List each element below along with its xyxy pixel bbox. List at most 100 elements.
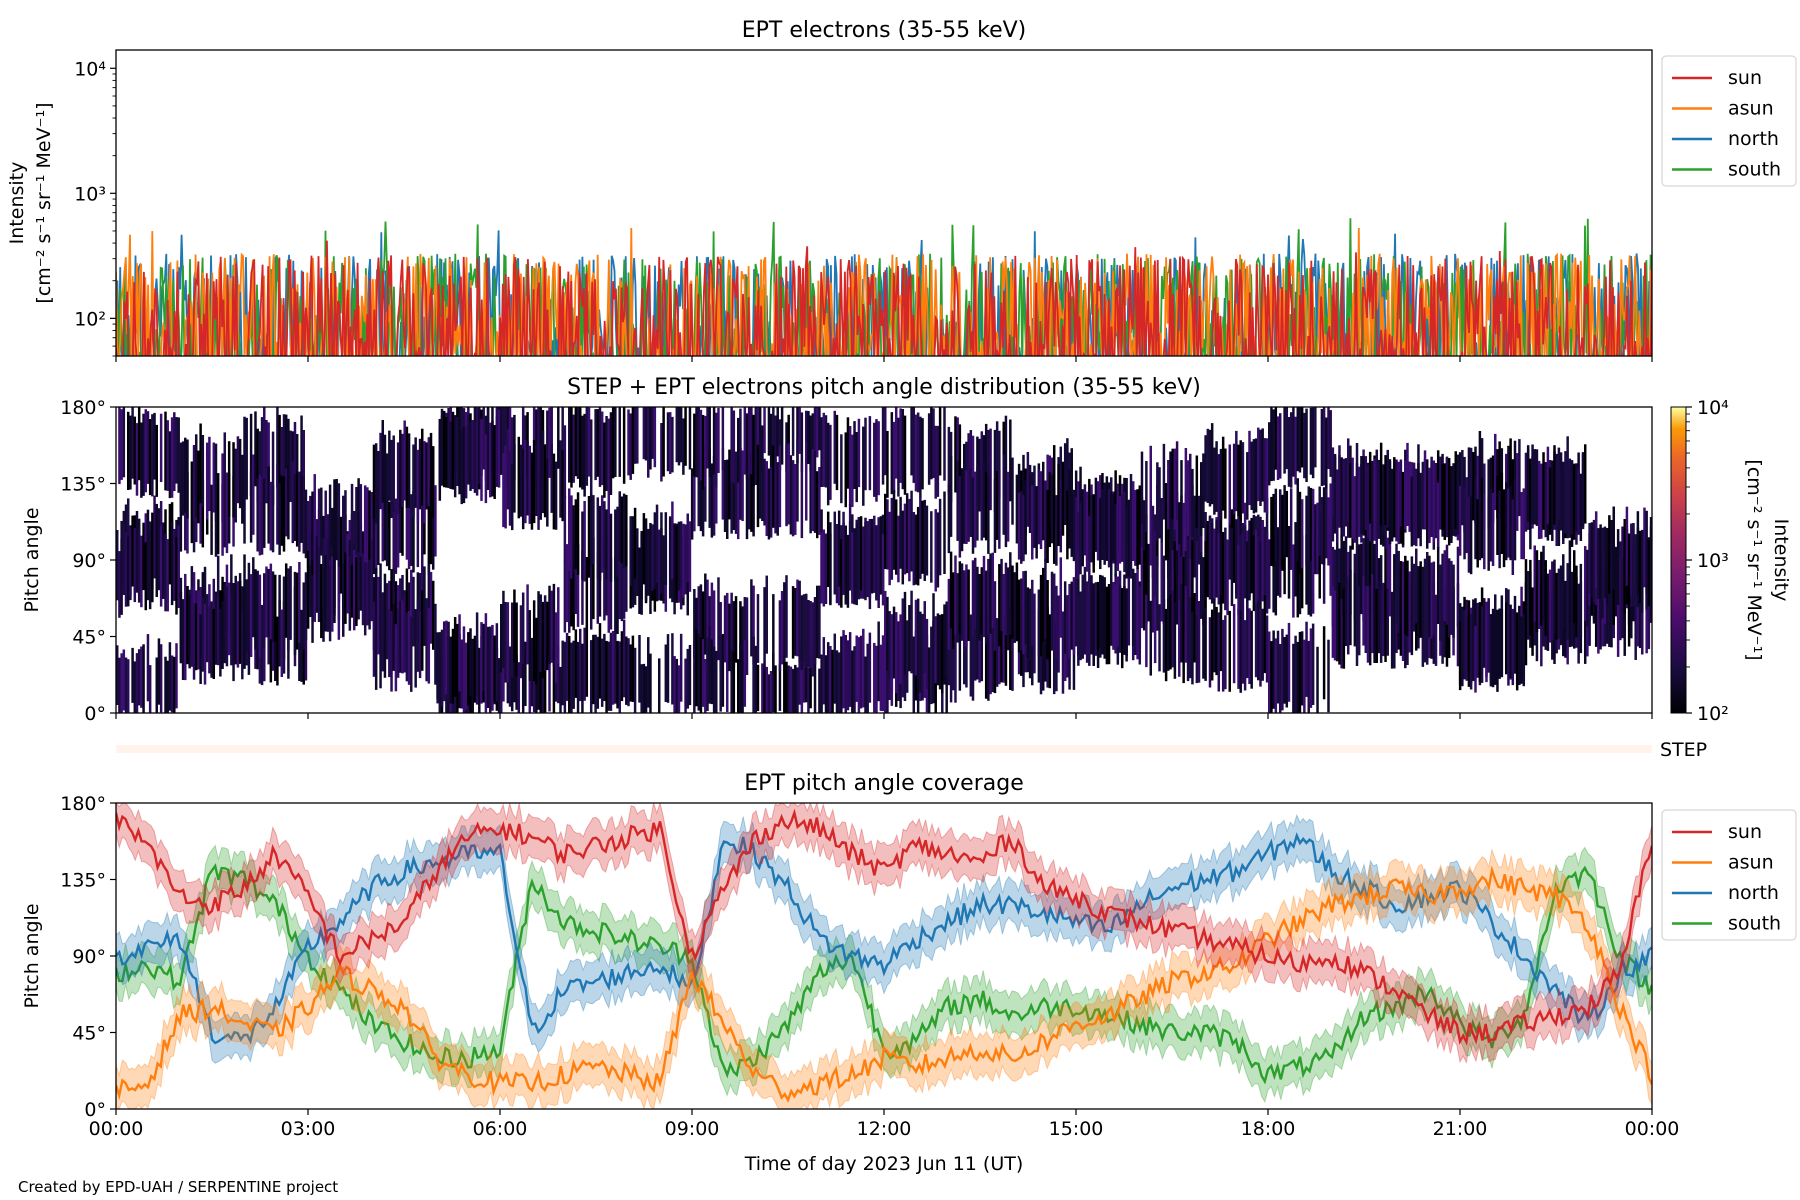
heatmap-cell bbox=[1274, 488, 1278, 561]
heatmap-cell bbox=[574, 544, 578, 614]
heatmap-cell bbox=[1278, 644, 1282, 713]
heatmap-cell bbox=[1110, 566, 1113, 646]
heatmap-cell bbox=[276, 616, 279, 686]
heatmap-cell bbox=[164, 533, 167, 612]
heatmap-cell bbox=[616, 555, 619, 634]
heatmap-cell bbox=[809, 415, 812, 471]
heatmap-cell bbox=[1500, 472, 1504, 554]
heatmap-cell bbox=[1421, 461, 1425, 530]
xtick-label: 09:00 bbox=[665, 1118, 720, 1140]
heatmap-cell bbox=[563, 561, 567, 633]
heatmap-cell bbox=[1515, 612, 1519, 691]
heatmap-cell bbox=[642, 513, 646, 585]
heatmap-cell bbox=[1309, 487, 1313, 561]
heatmap-cell bbox=[1268, 422, 1271, 486]
heatmap-cell bbox=[216, 597, 220, 666]
heatmap-cell bbox=[995, 618, 999, 687]
ytick-label: 135° bbox=[60, 474, 106, 496]
heatmap-cell bbox=[802, 594, 806, 663]
heatmap-cell bbox=[186, 586, 189, 665]
heatmap-cell bbox=[1219, 448, 1223, 520]
heatmap-cell bbox=[736, 659, 740, 713]
heatmap-cell bbox=[1309, 548, 1313, 617]
heatmap-cell bbox=[862, 526, 865, 599]
heatmap-cell bbox=[1340, 457, 1343, 541]
heatmap-cell bbox=[585, 625, 589, 697]
heatmap-cell bbox=[1610, 520, 1613, 590]
heatmap-cell bbox=[1390, 591, 1394, 669]
legend-label-asun: asun bbox=[1728, 852, 1774, 874]
heatmap-cell bbox=[348, 555, 352, 631]
heatmap-cell bbox=[234, 448, 237, 523]
heatmap-cell bbox=[1011, 614, 1014, 691]
heatmap-cell bbox=[952, 572, 955, 650]
ytick-label: 10² bbox=[74, 308, 106, 330]
heatmap-cell bbox=[1184, 492, 1188, 570]
heatmap-cell bbox=[1173, 541, 1177, 619]
heatmap-cell bbox=[592, 634, 595, 705]
heatmap-cell bbox=[1511, 499, 1515, 575]
heatmap-cell bbox=[1074, 497, 1078, 579]
heatmap-cell bbox=[1287, 417, 1291, 487]
coverage-band-sun bbox=[116, 803, 1652, 1064]
heatmap-cell bbox=[589, 419, 593, 496]
heatmap-cell bbox=[1268, 631, 1271, 713]
heatmap-cell bbox=[576, 641, 580, 713]
heatmap-cell bbox=[500, 604, 503, 673]
heatmap-cell bbox=[747, 462, 751, 530]
heatmap-cell bbox=[546, 458, 549, 527]
heatmap-cell bbox=[1623, 519, 1626, 594]
heatmap-cell bbox=[1388, 459, 1392, 530]
heatmap-cell bbox=[732, 601, 736, 668]
heatmap-cell bbox=[1498, 441, 1501, 516]
heatmap-cell bbox=[1138, 485, 1142, 565]
heatmap-cell bbox=[769, 671, 773, 713]
ytick-label: 10⁴ bbox=[74, 58, 106, 80]
heatmap-cell bbox=[1046, 490, 1049, 563]
heatmap-cell bbox=[429, 487, 433, 565]
heatmap-cell bbox=[1368, 451, 1372, 524]
heatmap-cell bbox=[1292, 544, 1295, 618]
heatmap-cell bbox=[594, 409, 597, 481]
heatmap-cell bbox=[1092, 494, 1095, 573]
heatmap-cell bbox=[1250, 517, 1253, 594]
heatmap-cell bbox=[407, 611, 411, 685]
heatmap-cell bbox=[1298, 407, 1302, 473]
heatmap-cell bbox=[750, 451, 753, 532]
heatmap-cell bbox=[1217, 533, 1221, 605]
heatmap-cell bbox=[170, 655, 174, 713]
heatmap-cell bbox=[603, 633, 606, 701]
heatmap-cell bbox=[1445, 544, 1449, 625]
heatmap-cell bbox=[609, 412, 613, 495]
heatmap-cell bbox=[1583, 444, 1587, 524]
heatmap-cell bbox=[1221, 619, 1225, 692]
heatmap-cell bbox=[568, 636, 571, 713]
heatmap-cell bbox=[379, 432, 382, 510]
heatmap-cell bbox=[135, 511, 139, 593]
heatmap-cell bbox=[886, 431, 889, 498]
heatmap-cell bbox=[1268, 539, 1271, 609]
heatmap-cell bbox=[675, 526, 679, 600]
heatmap-cell bbox=[932, 408, 935, 479]
heatmap-cell bbox=[392, 435, 395, 512]
heatmap-cell bbox=[563, 425, 567, 499]
heatmap-cell bbox=[1583, 589, 1587, 664]
heatmap-cell bbox=[227, 582, 231, 656]
heatmap-cell bbox=[532, 439, 536, 524]
heatmap-cell bbox=[1494, 433, 1497, 511]
heatmap-cell bbox=[826, 642, 830, 713]
heatmap-cell bbox=[1393, 554, 1396, 627]
heatmap-cell bbox=[159, 525, 163, 607]
heatmap-cell bbox=[1342, 540, 1346, 610]
heatmap-cell bbox=[1404, 460, 1407, 530]
heatmap-cell bbox=[1044, 559, 1047, 639]
heatmap-cell bbox=[833, 633, 837, 704]
heatmap-cell bbox=[866, 643, 869, 713]
heatmap-cell bbox=[1149, 600, 1152, 676]
heatmap-cell bbox=[1338, 582, 1341, 665]
heatmap-cell bbox=[425, 598, 428, 682]
heatmap-cell bbox=[1248, 529, 1251, 601]
heatmap-cell bbox=[752, 469, 755, 537]
heatmap-cell bbox=[756, 444, 760, 528]
